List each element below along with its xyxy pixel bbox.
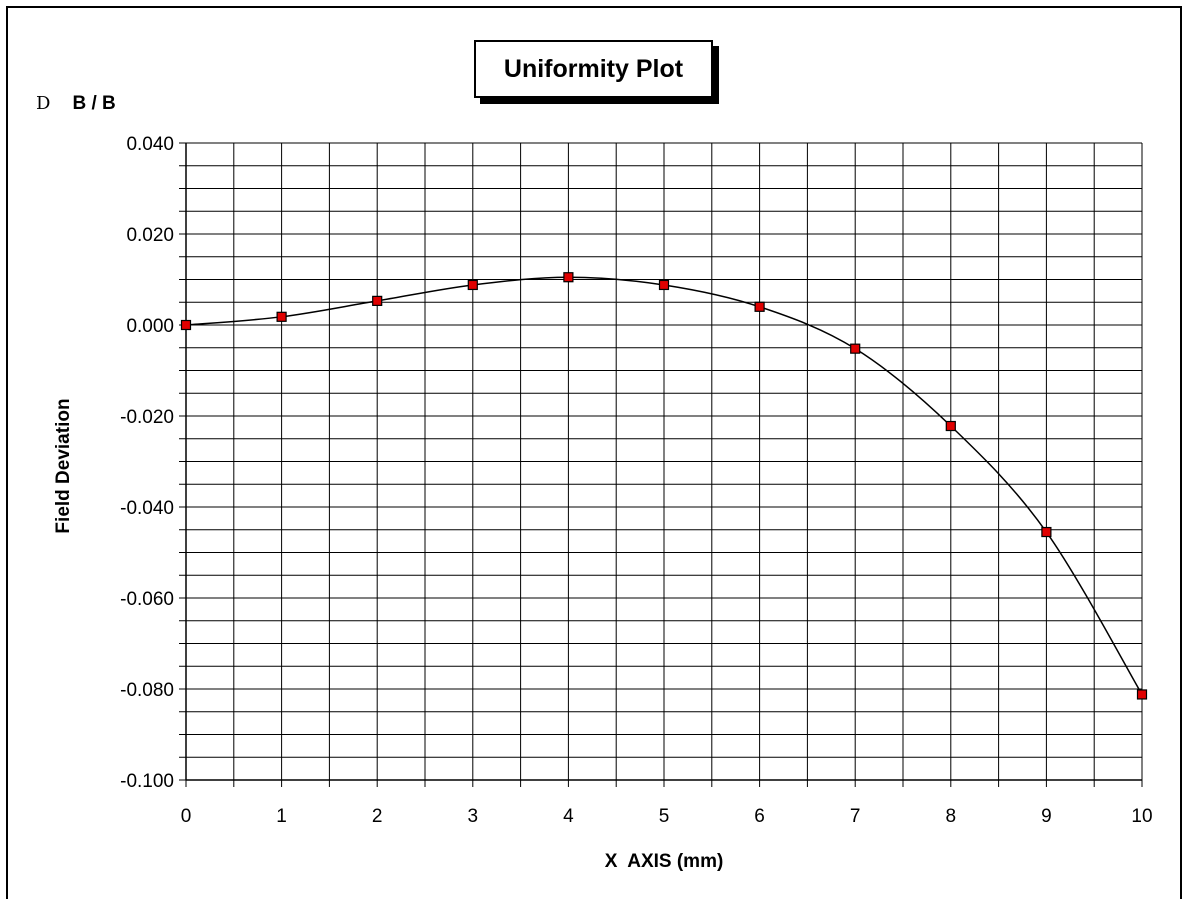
chart-title-box: Uniformity Plot xyxy=(474,40,713,98)
data-point-marker xyxy=(1136,689,1148,700)
y-tick-label: -0.060 xyxy=(120,589,174,610)
x-tick-label: 7 xyxy=(850,806,861,827)
x-tick-label: 9 xyxy=(1041,806,1052,827)
y-tick-label: 0.040 xyxy=(126,134,174,155)
data-point-marker xyxy=(754,301,765,312)
x-tick-label: 4 xyxy=(563,806,574,827)
chart-title: Uniformity Plot xyxy=(503,54,684,83)
data-point-marker xyxy=(180,319,192,331)
x-tick-label: 3 xyxy=(468,806,479,827)
data-point-marker xyxy=(658,279,670,291)
data-point-marker xyxy=(1041,526,1052,538)
x-tick-label: 5 xyxy=(659,806,670,827)
x-tick-label: 6 xyxy=(754,806,765,827)
y-tick-label: -0.020 xyxy=(120,407,174,428)
x-tick-label: 1 xyxy=(276,806,287,827)
y-quantity-text: B / B xyxy=(72,93,116,114)
data-point-marker xyxy=(945,420,956,432)
chart-frame xyxy=(6,6,1182,899)
data-point-marker xyxy=(850,343,861,354)
delta-symbol: D xyxy=(36,93,51,114)
y-quantity-label: D B / B xyxy=(36,93,116,115)
y-tick-label: -0.100 xyxy=(120,771,174,792)
data-point-marker xyxy=(563,272,574,283)
y-tick-label: -0.040 xyxy=(120,498,174,519)
data-point-marker xyxy=(372,295,383,306)
y-tick-label: -0.080 xyxy=(120,680,174,701)
x-tick-label: 8 xyxy=(946,806,957,827)
x-axis-title: X AXIS (mm) xyxy=(604,851,724,872)
x-tick-label: 2 xyxy=(372,806,383,827)
data-point-marker xyxy=(467,279,478,291)
y-tick-label: 0.020 xyxy=(126,225,174,246)
x-tick-label: 10 xyxy=(1131,806,1152,827)
x-tick-label: 0 xyxy=(181,806,192,827)
data-point-marker xyxy=(276,311,287,322)
y-tick-label: 0.000 xyxy=(126,316,174,337)
series-line xyxy=(185,276,1143,695)
